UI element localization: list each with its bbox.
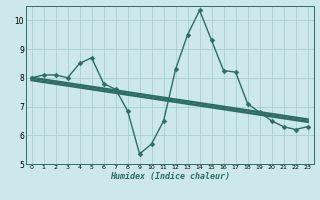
X-axis label: Humidex (Indice chaleur): Humidex (Indice chaleur) xyxy=(109,172,230,181)
